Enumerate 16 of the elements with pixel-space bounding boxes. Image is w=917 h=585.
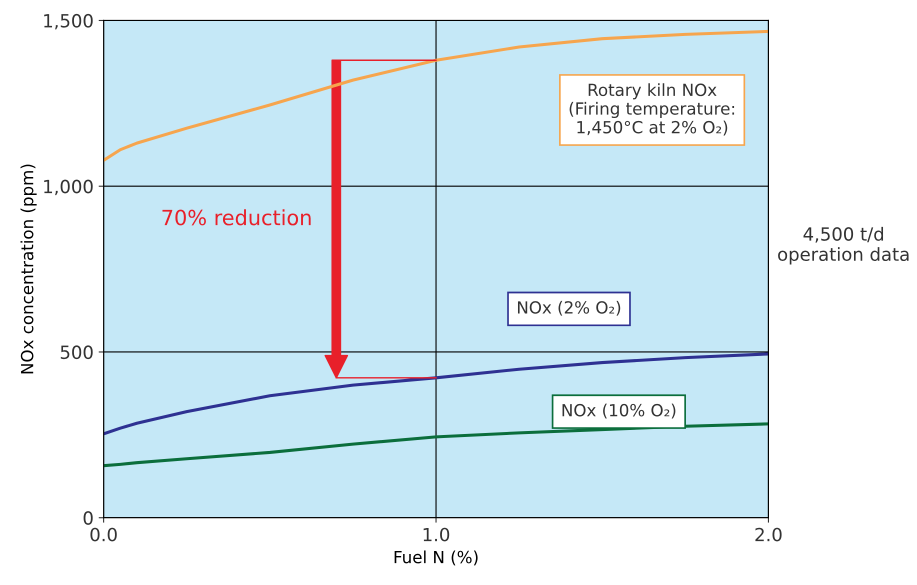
series-label: NOx (10% O₂): [562, 404, 676, 418]
y-axis-title: NOx concentration (ppm): [20, 164, 37, 374]
line-series: [104, 30, 768, 162]
y-tick-label: 1,500: [44, 14, 93, 30]
y-tick-label: 500: [60, 345, 93, 360]
text: Rotary kiln NOx (Firing temperature: 1,450°C at 2% O₂): [570, 83, 734, 136]
text: 4,500 t/d operation data: [778, 226, 909, 265]
text: NOx (2% O₂): [518, 300, 620, 316]
line-series: [104, 352, 768, 436]
y-tick-label: 0: [84, 511, 93, 525]
x-tick-label: 0.0: [90, 528, 117, 542]
x-tick-label: 2.0: [755, 528, 782, 542]
y-tick-label: 1,000: [44, 180, 93, 196]
annotation: 70% reduction: [162, 209, 311, 226]
x-tick-label: 1.0: [424, 528, 450, 542]
x-axis-title: Fuel N (%): [394, 550, 478, 566]
